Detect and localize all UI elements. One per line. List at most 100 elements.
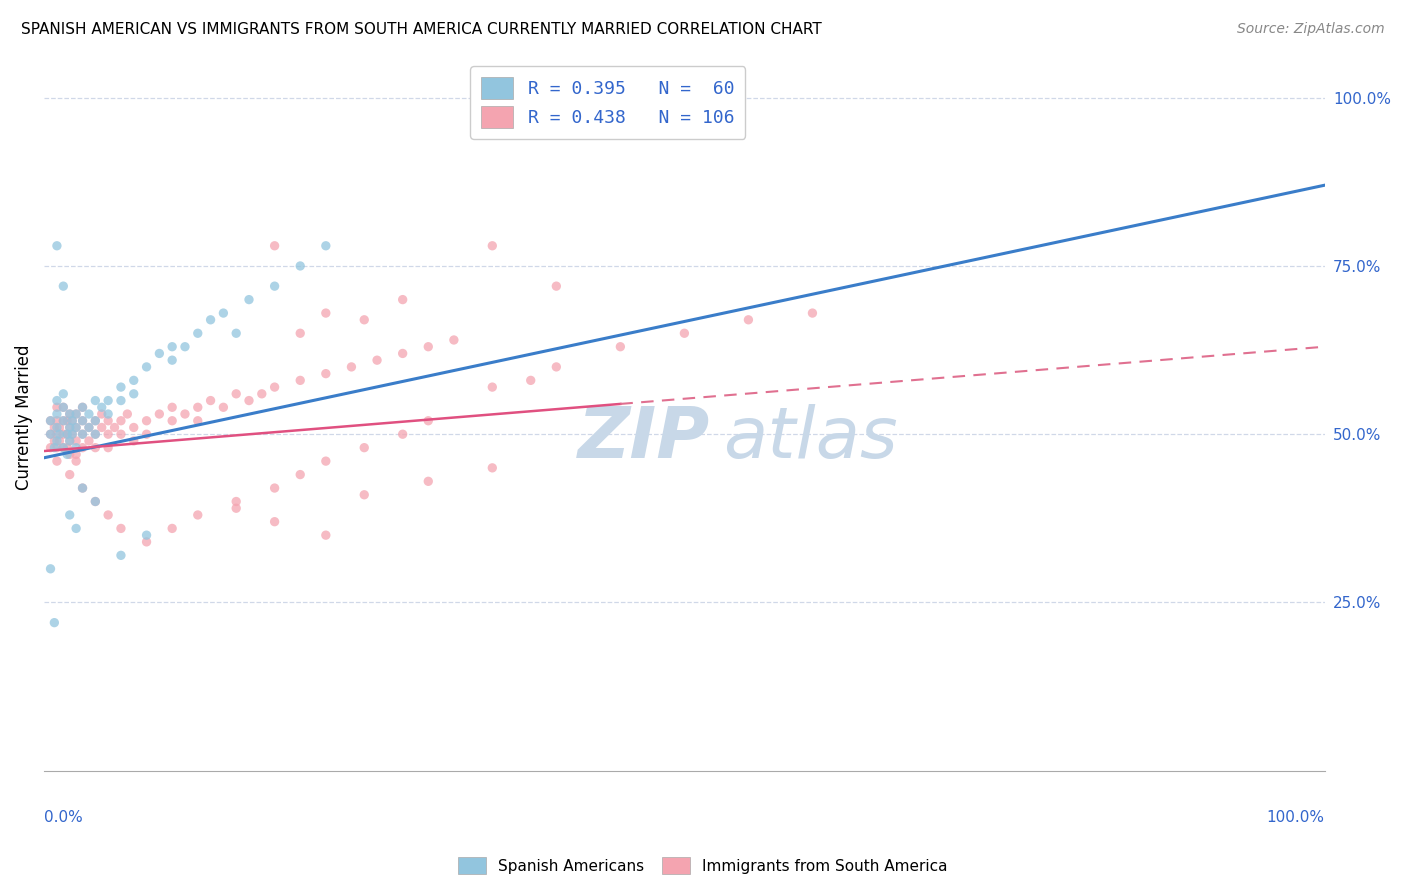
Point (110, 380, 132, 394)
Point (84, 427, 107, 442)
Point (59, 420, 82, 434)
Point (65, 521, 87, 535)
Point (174, 407, 197, 421)
Point (90, 420, 112, 434)
Point (225, 494, 247, 508)
Point (48, 420, 70, 434)
Text: 0.0%: 0.0% (44, 810, 83, 824)
Point (225, 501, 247, 516)
Point (72, 481, 94, 495)
Point (418, 475, 440, 489)
Point (52, 387, 75, 401)
Text: ZIP: ZIP (578, 404, 710, 473)
Point (59, 508, 82, 522)
Point (160, 340, 183, 354)
Text: atlas: atlas (723, 404, 897, 473)
Legend: Spanish Americans, Immigrants from South America: Spanish Americans, Immigrants from South… (453, 851, 953, 880)
Point (609, 340, 631, 354)
Point (56, 441, 79, 455)
Point (263, 481, 285, 495)
Point (72, 481, 94, 495)
Point (59, 420, 82, 434)
Point (418, 414, 440, 428)
Point (52, 401, 75, 415)
Point (135, 414, 157, 428)
Point (44, 441, 66, 455)
Point (443, 333, 465, 347)
Point (45, 239, 67, 253)
Point (263, 279, 285, 293)
Point (122, 434, 145, 448)
Point (315, 528, 337, 542)
Point (52, 441, 75, 455)
Point (353, 441, 375, 455)
Point (65, 420, 87, 434)
Point (122, 373, 145, 387)
Point (45, 434, 67, 448)
Point (353, 488, 375, 502)
Point (160, 353, 183, 368)
Point (39, 427, 62, 442)
Point (225, 387, 247, 401)
Point (84, 414, 107, 428)
Point (135, 359, 157, 374)
Point (59, 447, 82, 461)
Point (135, 534, 157, 549)
Point (263, 380, 285, 394)
Point (59, 407, 82, 421)
Point (39, 441, 62, 455)
Point (72, 401, 94, 415)
Point (110, 414, 132, 428)
Point (48, 434, 70, 448)
Point (52, 279, 75, 293)
Point (60, 427, 83, 442)
Point (60, 414, 83, 428)
Point (238, 293, 260, 307)
Point (160, 414, 183, 428)
Point (353, 313, 375, 327)
Point (97, 508, 120, 522)
Point (110, 549, 132, 563)
Point (135, 528, 157, 542)
Point (45, 420, 67, 434)
Point (39, 414, 62, 428)
Point (77, 407, 100, 421)
Point (135, 427, 157, 442)
Point (39, 427, 62, 442)
Point (97, 441, 120, 455)
Point (45, 401, 67, 415)
Point (84, 494, 107, 508)
Point (174, 340, 197, 354)
Point (801, 306, 824, 320)
Point (65, 441, 87, 455)
Point (187, 414, 209, 428)
Point (290, 259, 312, 273)
Point (737, 313, 759, 327)
Point (52, 401, 75, 415)
Point (48, 427, 70, 442)
Point (90, 407, 112, 421)
Point (148, 346, 170, 360)
Point (122, 420, 145, 434)
Point (84, 441, 107, 455)
Point (77, 420, 100, 434)
Point (84, 427, 107, 442)
Point (391, 427, 413, 442)
Point (315, 306, 337, 320)
Point (200, 393, 222, 408)
Point (77, 420, 100, 434)
Point (200, 313, 222, 327)
Point (546, 279, 568, 293)
Point (546, 359, 568, 374)
Point (72, 427, 94, 442)
Point (52, 414, 75, 428)
Point (117, 407, 139, 421)
Point (110, 427, 132, 442)
Point (481, 380, 503, 394)
Point (263, 239, 285, 253)
Point (290, 326, 312, 341)
Point (60, 427, 83, 442)
Point (45, 427, 67, 442)
Point (59, 434, 82, 448)
Point (110, 393, 132, 408)
